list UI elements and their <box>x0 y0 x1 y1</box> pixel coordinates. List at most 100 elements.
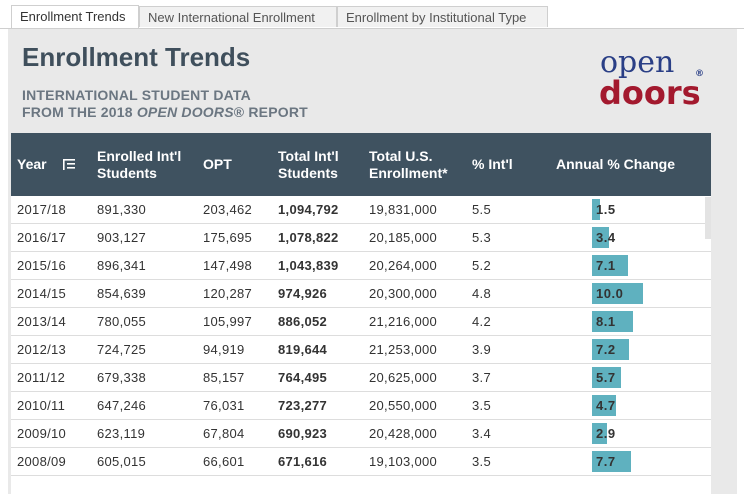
logo-word-doors: doors <box>599 74 701 108</box>
column-header-enrolled[interactable]: Enrolled Int'l Students <box>97 147 182 181</box>
cell-total: 886,052 <box>278 314 328 329</box>
table-row[interactable]: 2011/12 679,338 85,157 764,495 20,625,000 3.7… <box>11 364 711 392</box>
cell-opt: 147,498 <box>203 258 253 273</box>
column-header-pct-intl[interactable]: % Int'l <box>472 156 513 172</box>
table-row[interactable]: 2008/09 605,015 66,601 671,616 19,103,000 3.5… <box>11 448 711 476</box>
cell-pct: 4.8 <box>472 286 491 301</box>
table-row[interactable]: 2009/10 623,119 67,804 690,923 20,428,000 3.4… <box>11 420 711 448</box>
subtitle-line-2: FROM THE 2018 OPEN DOORS® REPORT <box>22 104 308 121</box>
cell-year: 2015/16 <box>17 258 67 273</box>
annual-change-bar <box>592 283 643 304</box>
cell-total: 764,495 <box>278 370 328 385</box>
table-scrollbar[interactable] <box>705 197 711 239</box>
tab-enrollment-by-institutional-type[interactable]: Enrollment by Institutional Type <box>337 6 548 27</box>
subtitle-line-1: INTERNATIONAL STUDENT DATA <box>22 87 251 103</box>
cell-us: 21,216,000 <box>369 314 438 329</box>
enrollment-table: Year Enrolled Int'l Students OPT Total I… <box>11 133 711 494</box>
cell-enrolled: 780,055 <box>97 314 147 329</box>
column-header-opt[interactable]: OPT <box>203 156 232 172</box>
cell-opt: 120,287 <box>203 286 253 301</box>
cell-enrolled: 623,119 <box>97 426 146 441</box>
cell-total: 819,644 <box>278 342 328 357</box>
page-subtitle: INTERNATIONAL STUDENT DATA FROM THE 2018… <box>22 87 308 121</box>
cell-enrolled: 891,330 <box>97 202 147 217</box>
cell-enrolled: 896,341 <box>97 258 147 273</box>
table-row[interactable]: 2016/17 903,127 175,695 1,078,822 20,185,000… <box>11 224 711 252</box>
sort-filter-icon[interactable] <box>63 159 75 170</box>
cell-year: 2011/12 <box>17 370 66 385</box>
annual-change-bar <box>592 339 629 360</box>
cell-us: 20,300,000 <box>369 286 438 301</box>
annual-change-bar <box>592 451 632 472</box>
column-header-annual-change[interactable]: Annual % Change <box>556 156 676 172</box>
table-row[interactable]: 2010/11 647,246 76,031 723,277 20,550,000 3.5… <box>11 392 711 420</box>
table-row[interactable]: 2015/16 896,341 147,498 1,043,839 20,264,000… <box>11 252 711 280</box>
cell-enrolled: 903,127 <box>97 230 147 245</box>
annual-change-value: 7.1 <box>596 258 616 273</box>
cell-enrolled: 724,725 <box>97 342 147 357</box>
column-header-total-intl[interactable]: Total Int'l Students <box>278 147 339 181</box>
tab-divider <box>0 28 744 29</box>
annual-change-bar <box>592 423 607 444</box>
annual-change-value: 5.7 <box>596 370 616 385</box>
cell-opt: 105,997 <box>203 314 253 329</box>
cell-total: 1,078,822 <box>278 230 339 245</box>
cell-year: 2014/15 <box>17 286 67 301</box>
tab-new-international-enrollment[interactable]: New International Enrollment <box>139 6 337 27</box>
cell-pct: 3.4 <box>472 426 491 441</box>
cell-us: 20,625,000 <box>369 370 438 385</box>
open-doors-logo: open ® doors <box>599 46 704 108</box>
annual-change-value: 3.4 <box>596 230 616 245</box>
cell-pct: 3.5 <box>472 398 491 413</box>
annual-change-bar <box>592 199 600 220</box>
cell-us: 21,253,000 <box>369 342 438 357</box>
cell-pct: 3.5 <box>472 454 491 469</box>
table-row[interactable]: 2012/13 724,725 94,919 819,644 21,253,000 3.9… <box>11 336 711 364</box>
cell-opt: 94,919 <box>203 342 245 357</box>
cell-total: 974,926 <box>278 286 328 301</box>
annual-change-bar <box>592 367 622 388</box>
cell-year: 2008/09 <box>17 454 67 469</box>
table-header: Year Enrolled Int'l Students OPT Total I… <box>11 133 711 196</box>
cell-year: 2016/17 <box>17 230 67 245</box>
logo-word-open: open <box>600 46 674 80</box>
annual-change-value: 7.2 <box>596 342 616 357</box>
tab-bar: Enrollment Trends New International Enro… <box>0 0 744 30</box>
page-title: Enrollment Trends <box>22 42 251 72</box>
cell-enrolled: 679,338 <box>97 370 147 385</box>
cell-us: 19,831,000 <box>369 202 438 217</box>
tab-enrollment-trends[interactable]: Enrollment Trends <box>11 5 139 29</box>
annual-change-value: 8.1 <box>596 314 616 329</box>
cell-us: 20,264,000 <box>369 258 438 273</box>
table-row[interactable]: 2014/15 854,639 120,287 974,926 20,300,000 4.… <box>11 280 711 308</box>
cell-enrolled: 647,246 <box>97 398 147 413</box>
column-header-total-us[interactable]: Total U.S. Enrollment* <box>369 147 448 181</box>
annual-change-value: 10.0 <box>596 286 624 301</box>
cell-us: 20,185,000 <box>369 230 438 245</box>
column-header-year[interactable]: Year <box>17 156 47 172</box>
subtitle-line-2-post: ® REPORT <box>233 104 308 120</box>
cell-total: 1,043,839 <box>278 258 339 273</box>
cell-us: 20,550,000 <box>369 398 438 413</box>
cell-total: 671,616 <box>278 454 328 469</box>
annual-change-bar <box>592 395 616 416</box>
cell-pct: 4.2 <box>472 314 491 329</box>
cell-us: 19,103,000 <box>369 454 438 469</box>
cell-pct: 5.5 <box>472 202 491 217</box>
cell-opt: 85,157 <box>203 370 245 385</box>
cell-year: 2010/11 <box>17 398 66 413</box>
cell-total: 723,277 <box>278 398 328 413</box>
cell-opt: 66,601 <box>203 454 245 469</box>
annual-change-value: 7.7 <box>596 454 616 469</box>
cell-year: 2013/14 <box>17 314 67 329</box>
annual-change-bar <box>592 255 629 276</box>
cell-year: 2017/18 <box>17 202 67 217</box>
cell-pct: 5.2 <box>472 258 491 273</box>
cell-total: 1,094,792 <box>278 202 339 217</box>
table-row[interactable]: 2013/14 780,055 105,997 886,052 21,216,000 4.… <box>11 308 711 336</box>
table-row[interactable]: 2017/18 891,330 203,462 1,094,792 19,831,000… <box>11 196 711 224</box>
annual-change-value: 4.7 <box>596 398 616 413</box>
logo-mark: ® <box>695 69 704 79</box>
annual-change-bar <box>592 227 610 248</box>
cell-opt: 76,031 <box>203 398 245 413</box>
